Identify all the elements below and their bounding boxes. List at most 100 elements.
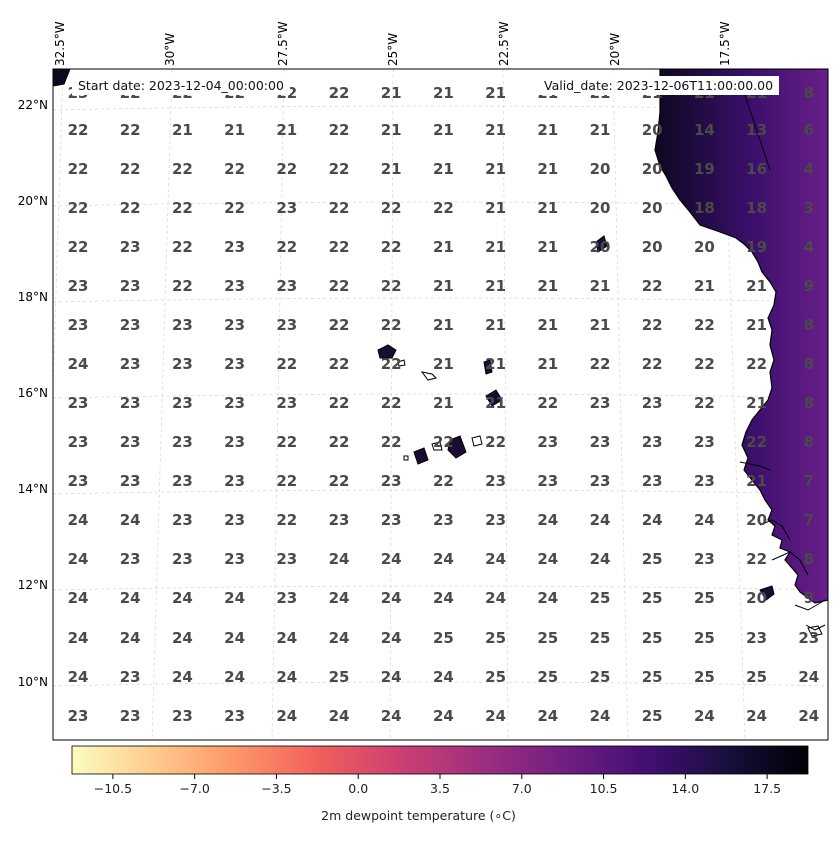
grid-value: 22 bbox=[276, 433, 297, 451]
grid-value: 20 bbox=[746, 589, 767, 607]
grid-value: 23 bbox=[433, 511, 454, 529]
grid-value: 22 bbox=[329, 316, 350, 334]
grid-value: 23 bbox=[642, 433, 663, 451]
grid-value: 20 bbox=[694, 238, 715, 256]
grid-value: 21 bbox=[746, 394, 767, 412]
grid-value: 23 bbox=[537, 433, 558, 451]
grid-value: 22 bbox=[329, 160, 350, 178]
grid-value: 24 bbox=[798, 668, 819, 686]
grid-value: 25 bbox=[485, 668, 506, 686]
grid-value: 22 bbox=[224, 160, 245, 178]
lat-label: 16°N bbox=[17, 386, 48, 400]
grid-value: 13 bbox=[746, 121, 767, 139]
colorbar-tick-label: −10.5 bbox=[93, 781, 133, 796]
bissagos-islands bbox=[759, 585, 775, 601]
grid-value: 25 bbox=[590, 589, 611, 607]
grid-value: 4 bbox=[804, 160, 814, 178]
grid-value: 21 bbox=[485, 394, 506, 412]
grid-value: 24 bbox=[120, 589, 141, 607]
map-border bbox=[52, 68, 829, 741]
grid-value: 22 bbox=[642, 355, 663, 373]
grid-value: 23 bbox=[68, 277, 89, 295]
grid-value: 22 bbox=[120, 199, 141, 217]
grid-value: 24 bbox=[68, 629, 89, 647]
grid-value: 24 bbox=[485, 707, 506, 725]
grid-value: 24 bbox=[276, 707, 297, 725]
grid-value: 21 bbox=[746, 277, 767, 295]
lat-label: 10°N bbox=[17, 675, 48, 689]
grid-value: 23 bbox=[694, 550, 715, 568]
grid-value: 24 bbox=[172, 668, 193, 686]
grid-value: 22 bbox=[746, 355, 767, 373]
grid-value: 22 bbox=[172, 277, 193, 295]
grid-value: 8 bbox=[804, 550, 814, 568]
colorbar-tick-label: 7.0 bbox=[511, 781, 532, 796]
grid-value: 24 bbox=[68, 550, 89, 568]
grid-value: 24 bbox=[329, 589, 350, 607]
grid-value: 25 bbox=[537, 668, 558, 686]
grid-value: 24 bbox=[224, 589, 245, 607]
grid-value: 23 bbox=[224, 550, 245, 568]
grid-value: 25 bbox=[746, 668, 767, 686]
grid-value: 20 bbox=[642, 160, 663, 178]
cape-verde-islands bbox=[377, 344, 503, 465]
colorbar-tick-marks bbox=[112, 774, 768, 779]
grid-value: 21 bbox=[433, 316, 454, 334]
grid-value: 21 bbox=[433, 121, 454, 139]
grid-value: 23 bbox=[381, 511, 402, 529]
grid-value: 21 bbox=[537, 316, 558, 334]
grid-value: 9 bbox=[804, 277, 814, 295]
grid-value: 25 bbox=[537, 629, 558, 647]
grid-value: 24 bbox=[172, 589, 193, 607]
grid-value: 24 bbox=[537, 589, 558, 607]
grid-value: 24 bbox=[381, 629, 402, 647]
grid-value: 22 bbox=[746, 433, 767, 451]
grid-value: 23 bbox=[120, 550, 141, 568]
grid-value: 24 bbox=[381, 589, 402, 607]
lon-label: 25°W bbox=[386, 32, 400, 66]
grid-value: 22 bbox=[329, 433, 350, 451]
grid-value: 20 bbox=[642, 121, 663, 139]
grid-value: 21 bbox=[746, 472, 767, 490]
grid-value: 7 bbox=[804, 511, 814, 529]
grid-value: 21 bbox=[590, 277, 611, 295]
grid-value: 23 bbox=[68, 433, 89, 451]
grid-value: 24 bbox=[381, 550, 402, 568]
grid-value: 21 bbox=[433, 160, 454, 178]
grid-value: 8 bbox=[804, 433, 814, 451]
grid-value: 22 bbox=[433, 199, 454, 217]
lon-label: 17.5°W bbox=[718, 21, 732, 66]
grid-value: 21 bbox=[485, 277, 506, 295]
lon-label: 32.5°W bbox=[53, 21, 67, 66]
grid-value: 24 bbox=[642, 511, 663, 529]
grid-value: 22 bbox=[381, 355, 402, 373]
colorbar-title: 2m dewpoint temperature (∘C) bbox=[321, 808, 516, 823]
grid-value: 23 bbox=[590, 394, 611, 412]
grid-value: 21 bbox=[433, 238, 454, 256]
grid-value: 22 bbox=[694, 316, 715, 334]
grid-value: 25 bbox=[590, 668, 611, 686]
colorbar-tick-label: −7.0 bbox=[179, 781, 210, 796]
grid-value: 24 bbox=[537, 511, 558, 529]
lat-label: 22°N bbox=[17, 98, 48, 112]
grid-value: 24 bbox=[68, 589, 89, 607]
grid-value: 24 bbox=[329, 629, 350, 647]
grid-value: 22 bbox=[590, 355, 611, 373]
grid-value: 22 bbox=[68, 238, 89, 256]
grid-value: 22 bbox=[433, 433, 454, 451]
grid-value: 23 bbox=[381, 472, 402, 490]
grid-value: 25 bbox=[642, 550, 663, 568]
grid-value: 23 bbox=[120, 277, 141, 295]
grid-value: 22 bbox=[642, 316, 663, 334]
grid-value: 21 bbox=[485, 316, 506, 334]
grid-value: 23 bbox=[120, 433, 141, 451]
grid-value: 25 bbox=[642, 629, 663, 647]
grid-value: 22 bbox=[224, 199, 245, 217]
small-island-south bbox=[807, 625, 823, 637]
grid-value: 25 bbox=[694, 589, 715, 607]
grid-value: 9 bbox=[804, 589, 814, 607]
valid-date-label: Valid_date: 2023-12-06T11:00:00.00 bbox=[538, 76, 780, 95]
lat-label: 12°N bbox=[17, 578, 48, 592]
grid-value: 25 bbox=[590, 629, 611, 647]
